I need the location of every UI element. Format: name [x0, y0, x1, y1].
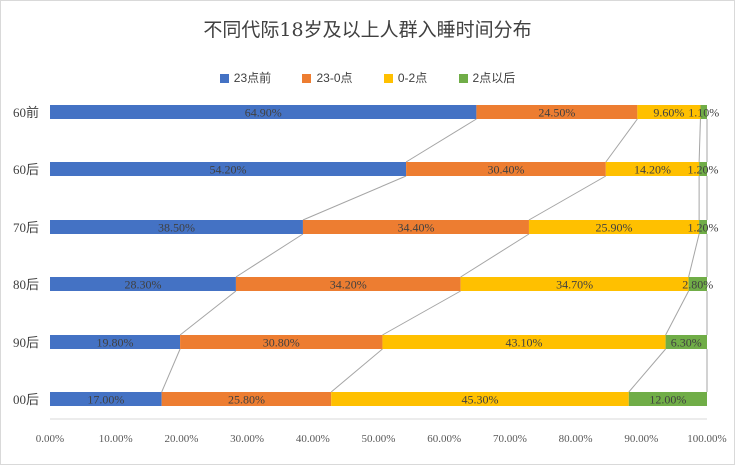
x-tick-label: 0.00% — [36, 433, 64, 445]
bar-segment — [665, 335, 707, 349]
data-label: 19.80% — [97, 336, 134, 350]
bar-segment — [382, 335, 666, 349]
legend-swatch-0 — [219, 74, 229, 83]
data-label: 2.80% — [682, 278, 713, 292]
x-tick-label: 70.00% — [493, 433, 527, 445]
legend-label-1: 23-0点 — [316, 71, 353, 85]
bar-segment — [699, 220, 707, 234]
series-line — [179, 290, 237, 336]
bar-segment — [50, 162, 407, 176]
data-label: 34.70% — [556, 278, 593, 292]
series-line — [688, 233, 700, 278]
bar-segment — [331, 392, 629, 406]
bar-segment — [476, 105, 638, 119]
legend-item-2: 0-2点 — [383, 69, 428, 86]
bar-segment — [460, 277, 689, 291]
data-label: 24.50% — [538, 106, 575, 120]
x-tick-label: 30.00% — [230, 433, 264, 445]
data-label: 54.20% — [210, 163, 247, 177]
bar-segment — [235, 277, 461, 291]
x-tick-label: 100.00% — [687, 433, 726, 445]
legend-label-3: 2点以后 — [472, 71, 516, 85]
bar-segment — [302, 220, 529, 234]
bar-segment — [50, 335, 181, 349]
data-label: 25.90% — [596, 221, 633, 235]
legend-swatch-3 — [458, 74, 468, 83]
series-line — [528, 175, 607, 221]
data-label: 38.50% — [158, 221, 195, 235]
data-label: 45.30% — [462, 393, 499, 407]
bar-segment — [605, 162, 700, 176]
data-label: 34.40% — [397, 221, 434, 235]
data-label: 1.20% — [688, 163, 719, 177]
data-label: 64.90% — [245, 106, 282, 120]
data-label: 9.60% — [653, 106, 684, 120]
legend-item-1: 23-0点 — [302, 69, 353, 86]
x-tick-label: 20.00% — [164, 433, 198, 445]
x-tick-label: 10.00% — [99, 433, 133, 445]
legend-label-0: 23点前 — [233, 71, 272, 85]
bar-segment — [688, 277, 707, 291]
data-label: 14.20% — [634, 163, 671, 177]
data-label: 1.10% — [688, 106, 719, 120]
x-tick-label: 60.00% — [427, 433, 461, 445]
series-line — [698, 118, 701, 163]
data-label: 34.20% — [330, 278, 367, 292]
chart-title: 不同代际18岁及以上人群入睡时间分布 — [203, 19, 532, 41]
bar-segment — [528, 220, 700, 234]
data-label: 25.80% — [228, 393, 265, 407]
data-label: 28.30% — [124, 278, 161, 292]
series-line — [605, 118, 638, 163]
category-label: 70后 — [13, 220, 39, 235]
x-tick-label: 90.00% — [624, 433, 658, 445]
data-label: 1.20% — [688, 221, 719, 235]
bar-segment — [50, 220, 303, 234]
data-label: 17.00% — [87, 393, 124, 407]
data-label: 43.10% — [506, 336, 543, 350]
category-label: 60前 — [13, 105, 39, 120]
data-label: 12.00% — [649, 393, 686, 407]
category-label: 60后 — [13, 162, 39, 177]
bar-segment — [699, 162, 707, 176]
series-line — [235, 233, 304, 278]
bar-segment — [700, 105, 707, 119]
data-label: 30.80% — [263, 336, 300, 350]
category-label: 90后 — [13, 335, 39, 350]
series-line — [302, 175, 407, 221]
x-tick-label: 40.00% — [296, 433, 330, 445]
legend-item-3: 2点以后 — [458, 69, 516, 86]
bar-segment — [406, 162, 606, 176]
data-label: 30.40% — [487, 163, 524, 177]
bar-segment — [50, 277, 236, 291]
series-line — [330, 348, 383, 393]
bar-segment — [50, 105, 477, 119]
series-line — [628, 348, 666, 393]
bar-segment — [637, 105, 701, 119]
series-line — [460, 233, 530, 278]
category-label: 00后 — [13, 392, 39, 407]
series-line — [382, 290, 461, 336]
x-tick-label: 80.00% — [559, 433, 593, 445]
series-line — [161, 348, 181, 393]
category-label: 80后 — [13, 277, 39, 292]
data-label: 6.30% — [671, 336, 702, 350]
legend: 23点前 23-0点 0-2点 2点以后 — [1, 69, 734, 86]
legend-item-0: 23点前 — [219, 69, 272, 86]
bar-segment — [50, 392, 162, 406]
bar-segment — [180, 335, 383, 349]
x-tick-label: 50.00% — [362, 433, 396, 445]
bar-segment — [628, 392, 707, 406]
legend-label-2: 0-2点 — [397, 71, 428, 85]
series-line — [405, 118, 477, 163]
legend-swatch-2 — [383, 74, 393, 83]
bar-segment — [161, 392, 332, 406]
series-line — [665, 290, 690, 336]
legend-swatch-1 — [302, 74, 312, 83]
